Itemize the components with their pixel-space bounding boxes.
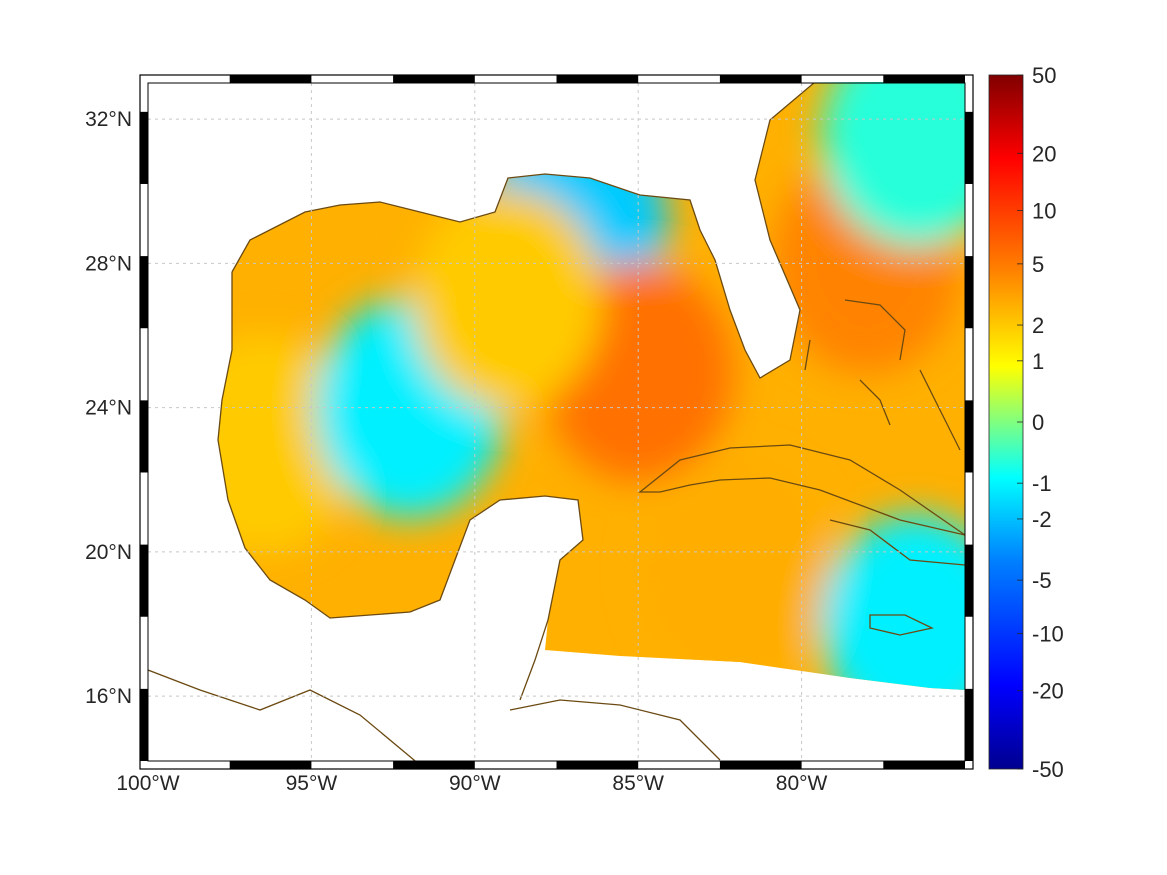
colorbar-tick-label: -1 [1032,471,1052,496]
frame-segment [965,256,973,329]
lon-tick-label: 80°W [776,772,828,795]
field-region-western-gulf [218,333,358,554]
lon-tick-label: 90°W [449,772,501,795]
lat-tick-label: 24°N [85,397,132,420]
cuba-outline [638,444,965,536]
lon-tick-label: 95°W [286,772,338,795]
frame-segment [965,111,973,184]
field-region-eddy-northwest [412,189,603,410]
coastline [148,83,965,761]
field-region-atlantic-northeast [820,82,965,248]
lon-tick-labels: 100°W 95°W 90°W 85°W 80°W [116,772,827,795]
frame-segment [229,761,312,769]
colorbar-tick-label: -20 [1032,679,1064,704]
mexico-coast-outline [217,272,584,701]
colorbar-tick-label: 1 [1032,349,1044,374]
frame-segment [393,761,475,769]
map-frame [139,74,974,770]
frame-segment [719,761,802,769]
lat-tick-labels: 32°N 28°N 24°N 20°N 16°N [85,108,132,708]
hispaniola-jamaica-outline [829,519,965,636]
frame-segment [140,544,148,617]
gulf-coast-outline [231,83,815,379]
colorbar-tick-label: 20 [1032,141,1056,166]
frame-segment [140,256,148,329]
frame-segment [556,761,639,769]
field-region-caribbean [641,459,832,680]
lon-tick-label: 100°W [116,772,179,795]
sea-surface-field [218,82,965,690]
lon-tick-label: 85°W [612,772,664,795]
lat-tick-label: 20°N [85,541,132,564]
colorbar-tick-label: 2 [1032,313,1044,338]
frame-segment [965,400,973,473]
colorbar-tick-label: -50 [1032,757,1064,782]
colorbar-tick-label: 50 [1032,63,1056,88]
frame-segment [965,544,973,617]
bahamas-outline [804,299,961,451]
frame-segment [719,75,802,83]
frame-segment [556,75,639,83]
colorbar-tick-label: 0 [1032,410,1044,435]
colorbar-tick-label: -5 [1032,568,1052,593]
colorbar-tick-label: 5 [1032,252,1044,277]
lat-tick-label: 28°N [85,252,132,275]
frame-segment [965,688,973,761]
frame-segment [883,761,965,769]
frame-segment [140,111,148,184]
colorbar-tick-label: -2 [1032,507,1052,532]
colorbar-tick-label: 10 [1032,198,1056,223]
colorbar-tick-label: -10 [1032,622,1064,647]
frame-segment [140,400,148,473]
lat-tick-label: 32°N [85,108,132,131]
field-region-caribbean-southeast [820,513,965,690]
graticule [148,83,965,761]
central-america-outline [148,669,721,761]
lat-tick-label: 16°N [85,685,132,708]
frame-segment [140,688,148,761]
frame-segment [883,75,965,83]
frame-segment [229,75,312,83]
frame-segment [393,75,475,83]
